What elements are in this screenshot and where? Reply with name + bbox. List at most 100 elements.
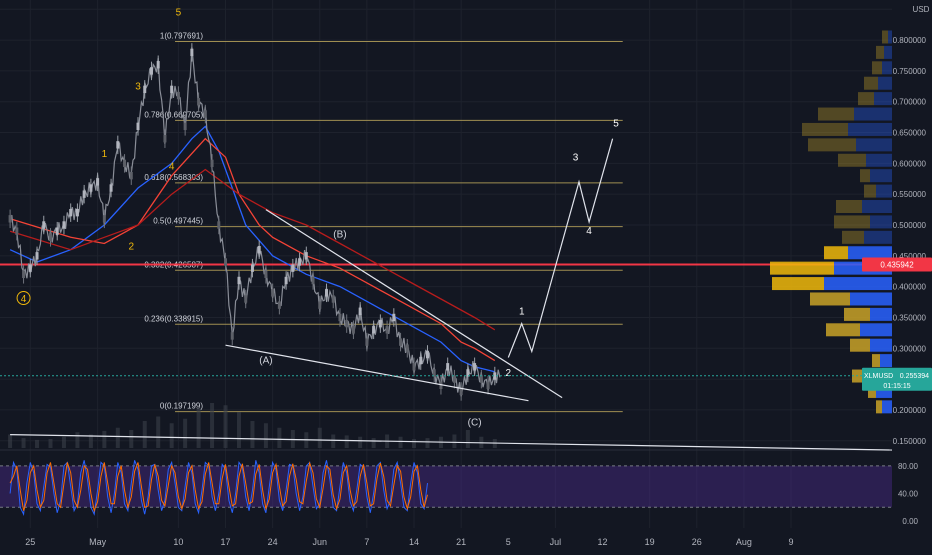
- trendlines[interactable]: [10, 209, 893, 451]
- price-axis[interactable]: USD 0.800000 0.750000 0.700000 0.650000 0.600…: [892, 0, 932, 550]
- price-axis-tick: 0.500000: [893, 221, 927, 230]
- price-candle-body: [28, 264, 32, 272]
- wave-label: 4: [21, 294, 27, 305]
- price-axis-tick: 0.750000: [893, 67, 927, 76]
- price-candle-body: [479, 375, 483, 383]
- price-candle-body: [237, 276, 241, 285]
- volume-bar: [425, 438, 430, 448]
- price-candle-body: [230, 332, 234, 340]
- price-candle-body: [102, 215, 106, 223]
- wave-label: 1: [519, 306, 525, 317]
- volume-bar: [35, 439, 40, 448]
- time-axis-label: 21: [456, 537, 466, 547]
- volume-profile-bar-buy: [856, 138, 892, 152]
- volume-profile-bar-sell: [808, 138, 856, 152]
- volume-bar: [358, 436, 363, 448]
- fib-level-label: 0.618(0.568303): [144, 173, 203, 182]
- price-candle-body: [75, 208, 79, 217]
- price-candle-body: [82, 190, 86, 198]
- time-axis-label: May: [89, 537, 107, 547]
- fib-level-label: 0.786(0.669705): [144, 110, 203, 119]
- price-axis-tick: 0.300000: [893, 344, 927, 353]
- price-candle-body: [405, 344, 409, 352]
- volume-bar: [331, 434, 336, 448]
- volume-bar: [371, 438, 376, 448]
- price-candle-body: [190, 48, 194, 57]
- wave-label: 4: [586, 226, 592, 237]
- wave-label: 2: [505, 368, 511, 379]
- price-candle-body: [156, 61, 160, 69]
- volume-profile-bar-buy: [880, 354, 892, 368]
- time-axis-label: Jun: [313, 537, 328, 547]
- time-axis-label: 14: [409, 537, 419, 547]
- price-axis-currency: USD: [913, 5, 930, 14]
- price-candle-body: [109, 184, 113, 192]
- volume-profile-bar-buy: [862, 200, 892, 214]
- upper-wedge-line: [265, 209, 563, 399]
- time-axis-label: 10: [173, 537, 183, 547]
- last-price-text: 0.255394: [900, 373, 929, 380]
- volume-bar: [129, 430, 134, 448]
- time-axis-label: 24: [268, 537, 278, 547]
- wave-label: 3: [573, 152, 579, 163]
- volume-profile-bar-buy: [870, 307, 892, 321]
- price-candle-body: [116, 141, 120, 149]
- wave-label: (A): [259, 356, 272, 367]
- volume-profile-bar-sell: [842, 230, 864, 244]
- volume-profile-bar-sell: [882, 30, 888, 44]
- volume-profile-bar-buy: [848, 246, 892, 260]
- price-candle-body: [96, 178, 100, 186]
- volume-profile-bar-buy: [866, 153, 892, 167]
- price-candle-body: [264, 270, 268, 279]
- price-candle-body: [378, 319, 382, 328]
- volume-profile-bar-sell: [872, 354, 880, 368]
- price-candle-body: [183, 122, 187, 131]
- volume-bar: [183, 418, 188, 448]
- time-axis[interactable]: 25 May 10 17 24 Jun 7 14 21 Jul 19 26 Aug 9 5 12: [25, 537, 793, 547]
- volume-profile-bar-sell: [810, 292, 850, 306]
- wave-label: 5: [176, 7, 182, 18]
- volume-profile-bar-sell: [864, 184, 876, 198]
- moving-average-line: [9, 137, 496, 362]
- fib-level-label: 0(0.197199): [160, 402, 203, 411]
- volume-profile-bar-buy: [848, 122, 892, 136]
- moving-average-line: [9, 125, 495, 373]
- volume-bar: [75, 432, 80, 448]
- volume-bar: [277, 427, 282, 448]
- price-axis-tick: 0.350000: [893, 313, 927, 322]
- price-candle-body: [143, 85, 147, 94]
- price-candle-body: [432, 369, 436, 377]
- price-axis-tick: 0.550000: [893, 190, 927, 199]
- time-axis-label: 5: [506, 537, 511, 547]
- wave-projection[interactable]: [507, 138, 614, 358]
- price-series: [8, 43, 501, 401]
- price-candle-body: [446, 363, 450, 371]
- projection-path: [507, 138, 614, 358]
- volume-bar: [196, 407, 201, 448]
- price-candle-body: [123, 159, 127, 168]
- volume-profile-bar-sell: [850, 338, 870, 352]
- price-candle-body: [129, 171, 133, 180]
- price-candle-body: [35, 252, 39, 260]
- price-candle-body: [466, 369, 470, 377]
- time-axis-label: 26: [692, 537, 702, 547]
- price-candle-body: [217, 221, 221, 229]
- volume-bar: [317, 427, 322, 448]
- volume-profile-bar-buy: [888, 30, 892, 44]
- volume-profile-bar-sell: [872, 61, 882, 75]
- price-candle-body: [170, 85, 174, 94]
- price-candle-body: [439, 381, 443, 389]
- volume-bar: [452, 434, 457, 448]
- price-axis-tick: 0.150000: [893, 437, 927, 446]
- time-axis-label: 25: [25, 537, 35, 547]
- volume-profile-bar-sell: [824, 246, 848, 260]
- volume-profile-bar-sell: [876, 45, 884, 59]
- price-candle-body: [42, 221, 46, 229]
- price-candle-body: [55, 227, 59, 235]
- price-candle-body: [358, 307, 362, 315]
- volume-profile-bar-sell: [802, 122, 848, 136]
- lower-wedge-line: [225, 344, 529, 402]
